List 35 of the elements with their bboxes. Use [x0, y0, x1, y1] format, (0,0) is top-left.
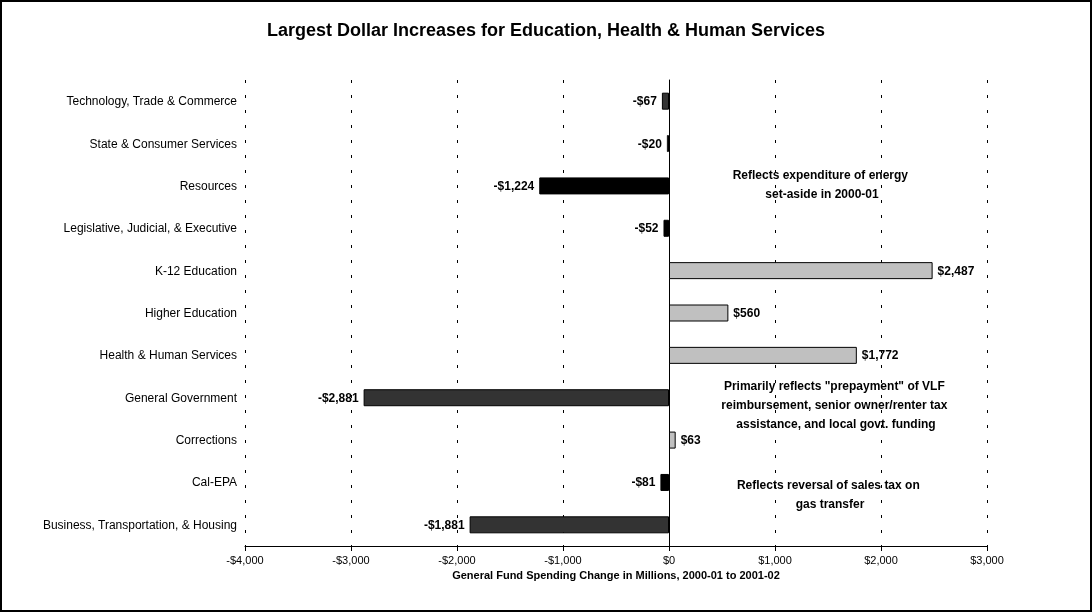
- data-label: -$2,881: [317, 390, 359, 405]
- y-tick-label: Cal-EPA: [191, 475, 237, 490]
- data-label: $2,487: [937, 263, 975, 278]
- data-label: $560: [733, 306, 761, 320]
- y-tick-label: General Government: [124, 390, 238, 405]
- x-tick-label: -$1,000: [544, 553, 582, 566]
- x-tick-label: $3,000: [970, 553, 1004, 566]
- y-tick-label: Business, Transportation, & Housing: [42, 517, 237, 532]
- data-label: $63: [680, 433, 702, 448]
- y-tick-label: Higher Education: [144, 306, 237, 320]
- y-tick-label: Legislative, Judicial, & Executive: [63, 221, 238, 236]
- y-tick-label: Corrections: [175, 433, 237, 448]
- chart-title: Largest Dollar Increases for Education, Health & Human Services: [266, 20, 826, 40]
- y-tick-label: Resources: [179, 178, 237, 193]
- x-axis-title: General Fund Spending Change in Millions, 2000-01 to 2001-02: [452, 569, 780, 582]
- x-tick-label: -$4,000: [226, 553, 264, 566]
- annotation: Reflects reversal of sales tax on gas transfer: [736, 477, 924, 511]
- y-tick-label: Technology, Trade & Commerce: [66, 94, 238, 109]
- x-tick-label: $2,000: [864, 553, 898, 566]
- data-label: -$1,224: [493, 178, 535, 193]
- data-label: -$1,881: [423, 517, 465, 532]
- y-tick-label: State & Consumer Services: [89, 136, 237, 151]
- data-label: -$81: [631, 475, 656, 490]
- data-label: $1,772: [861, 348, 899, 363]
- annotation: Primarily reflects "prepayment" of VLF reimbursement, senior owner/renter tax assistance, and local govt. funding: [721, 379, 951, 431]
- y-tick-label: Health & Human Services: [99, 348, 237, 363]
- data-label: -$52: [634, 221, 659, 236]
- y-tick-label: K-12 Education: [154, 263, 237, 278]
- x-tick-label: $1,000: [758, 553, 792, 566]
- data-label: -$20: [637, 136, 663, 151]
- annotation: Reflects expenditure of energy set-aside in 2000-01: [732, 167, 912, 201]
- data-label: -$67: [632, 94, 658, 109]
- x-tick-label: -$2,000: [438, 553, 476, 566]
- x-tick-label: -$3,000: [332, 553, 370, 566]
- x-tick-label: $0: [662, 553, 676, 566]
